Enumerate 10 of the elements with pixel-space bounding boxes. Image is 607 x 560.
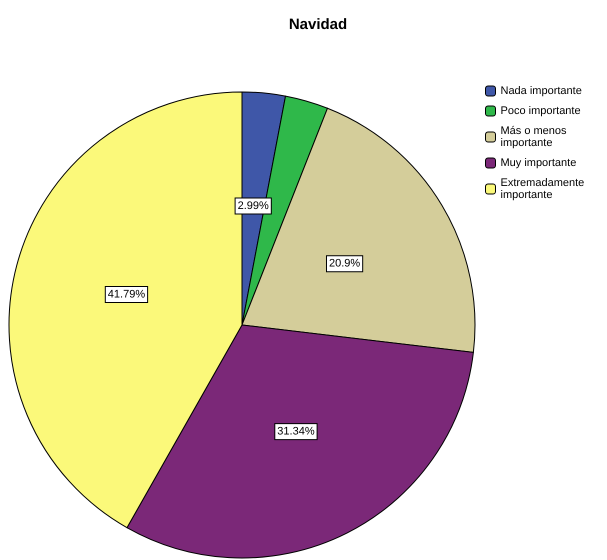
chart-title: Navidad — [288, 16, 348, 33]
data-label: 2.99% — [238, 200, 270, 212]
data-label: 20.9% — [328, 258, 360, 270]
legend-label: Nada importante — [500, 85, 582, 97]
legend-label: Poco importante — [500, 105, 581, 117]
legend-label: Extremadamente importante — [500, 177, 588, 201]
legend-label: Muy importante — [500, 157, 576, 169]
data-label: 41.79% — [108, 288, 146, 301]
data-label: 31.34% — [277, 426, 315, 438]
legend-label: Más o menos importante — [500, 125, 570, 149]
